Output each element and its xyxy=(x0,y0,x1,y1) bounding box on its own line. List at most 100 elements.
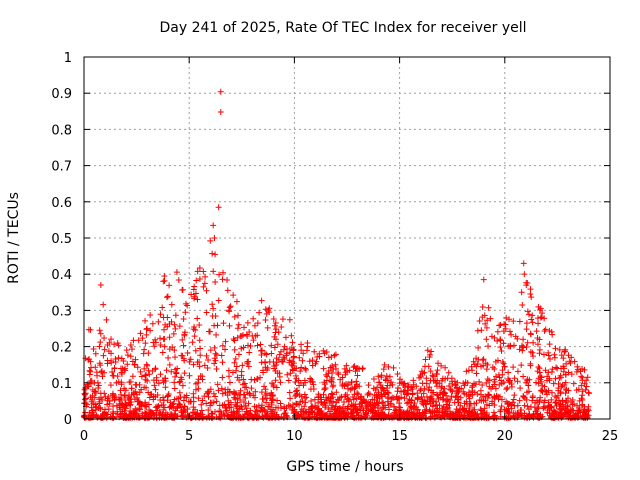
data-point xyxy=(499,367,506,374)
data-point xyxy=(557,389,564,396)
data-point xyxy=(297,368,304,375)
data-point xyxy=(214,381,221,388)
data-point xyxy=(212,279,219,286)
data-point xyxy=(439,390,446,397)
data-point xyxy=(286,349,293,356)
data-point xyxy=(516,397,523,404)
data-point xyxy=(491,366,498,373)
data-point xyxy=(141,365,148,372)
data-point xyxy=(575,386,582,393)
data-point xyxy=(524,308,531,315)
data-point xyxy=(278,323,285,330)
data-point xyxy=(231,391,238,398)
data-point xyxy=(197,372,204,379)
data-point xyxy=(460,414,467,421)
data-point xyxy=(240,344,247,351)
data-point xyxy=(271,365,278,372)
data-point xyxy=(166,282,173,289)
data-point xyxy=(194,315,201,322)
data-point xyxy=(189,339,196,346)
data-point xyxy=(507,342,514,349)
data-point xyxy=(582,386,589,393)
data-point xyxy=(529,319,536,326)
data-point xyxy=(114,373,121,380)
data-point xyxy=(279,316,286,323)
data-point xyxy=(245,400,252,407)
data-point xyxy=(101,390,108,397)
data-point xyxy=(530,353,537,360)
data-point xyxy=(292,379,299,386)
data-point xyxy=(196,321,203,328)
data-point xyxy=(524,389,531,396)
data-point xyxy=(523,279,530,286)
data-point xyxy=(524,403,531,410)
data-point xyxy=(271,344,278,351)
plot-frame xyxy=(83,56,611,420)
data-point xyxy=(281,403,288,410)
data-point xyxy=(457,402,464,409)
data-point xyxy=(285,402,292,409)
data-point xyxy=(510,364,517,371)
data-point xyxy=(331,352,338,359)
data-point xyxy=(121,392,128,399)
data-point xyxy=(137,330,144,337)
data-point xyxy=(226,404,233,411)
data-point xyxy=(501,363,508,370)
data-point xyxy=(309,403,316,410)
data-point xyxy=(233,298,240,305)
data-point xyxy=(226,322,233,329)
data-point xyxy=(340,398,347,405)
data-point xyxy=(194,268,201,275)
data-point xyxy=(385,412,392,419)
data-point xyxy=(184,406,191,413)
data-point xyxy=(244,358,251,365)
data-point xyxy=(350,364,357,371)
data-point xyxy=(157,371,164,378)
data-point xyxy=(86,356,93,363)
data-point xyxy=(89,407,96,414)
data-point xyxy=(558,365,565,372)
data-point xyxy=(516,318,523,325)
data-point xyxy=(120,358,127,365)
data-point xyxy=(228,414,235,421)
data-point xyxy=(570,380,577,387)
data-point xyxy=(194,296,201,303)
data-point xyxy=(262,316,269,323)
data-point xyxy=(230,408,237,415)
data-point xyxy=(479,303,486,310)
data-point xyxy=(300,350,307,357)
data-point xyxy=(109,390,116,397)
data-point xyxy=(578,373,585,380)
data-point xyxy=(519,301,526,308)
data-point xyxy=(171,396,178,403)
y-tick-label: 0.5 xyxy=(51,232,72,247)
data-point xyxy=(389,381,396,388)
data-point xyxy=(426,351,433,358)
data-point xyxy=(419,398,426,405)
data-point xyxy=(321,386,328,393)
data-point xyxy=(166,361,173,368)
data-point xyxy=(180,408,187,415)
data-point xyxy=(211,344,218,351)
data-point xyxy=(266,309,273,316)
data-point xyxy=(497,337,504,344)
data-point xyxy=(495,371,502,378)
data-point xyxy=(97,394,104,401)
data-point xyxy=(506,328,513,335)
data-point xyxy=(511,375,518,382)
data-point xyxy=(298,347,305,354)
data-point xyxy=(541,383,548,390)
data-point xyxy=(556,375,563,382)
data-point xyxy=(566,358,573,365)
data-point xyxy=(420,390,427,397)
data-point xyxy=(222,407,229,414)
data-point xyxy=(528,316,535,323)
data-point xyxy=(94,379,101,386)
data-point xyxy=(552,345,559,352)
data-point xyxy=(303,394,310,401)
data-point xyxy=(160,394,167,401)
data-point xyxy=(285,377,292,384)
data-point xyxy=(447,397,454,404)
data-point xyxy=(529,394,536,401)
data-point xyxy=(540,351,547,358)
